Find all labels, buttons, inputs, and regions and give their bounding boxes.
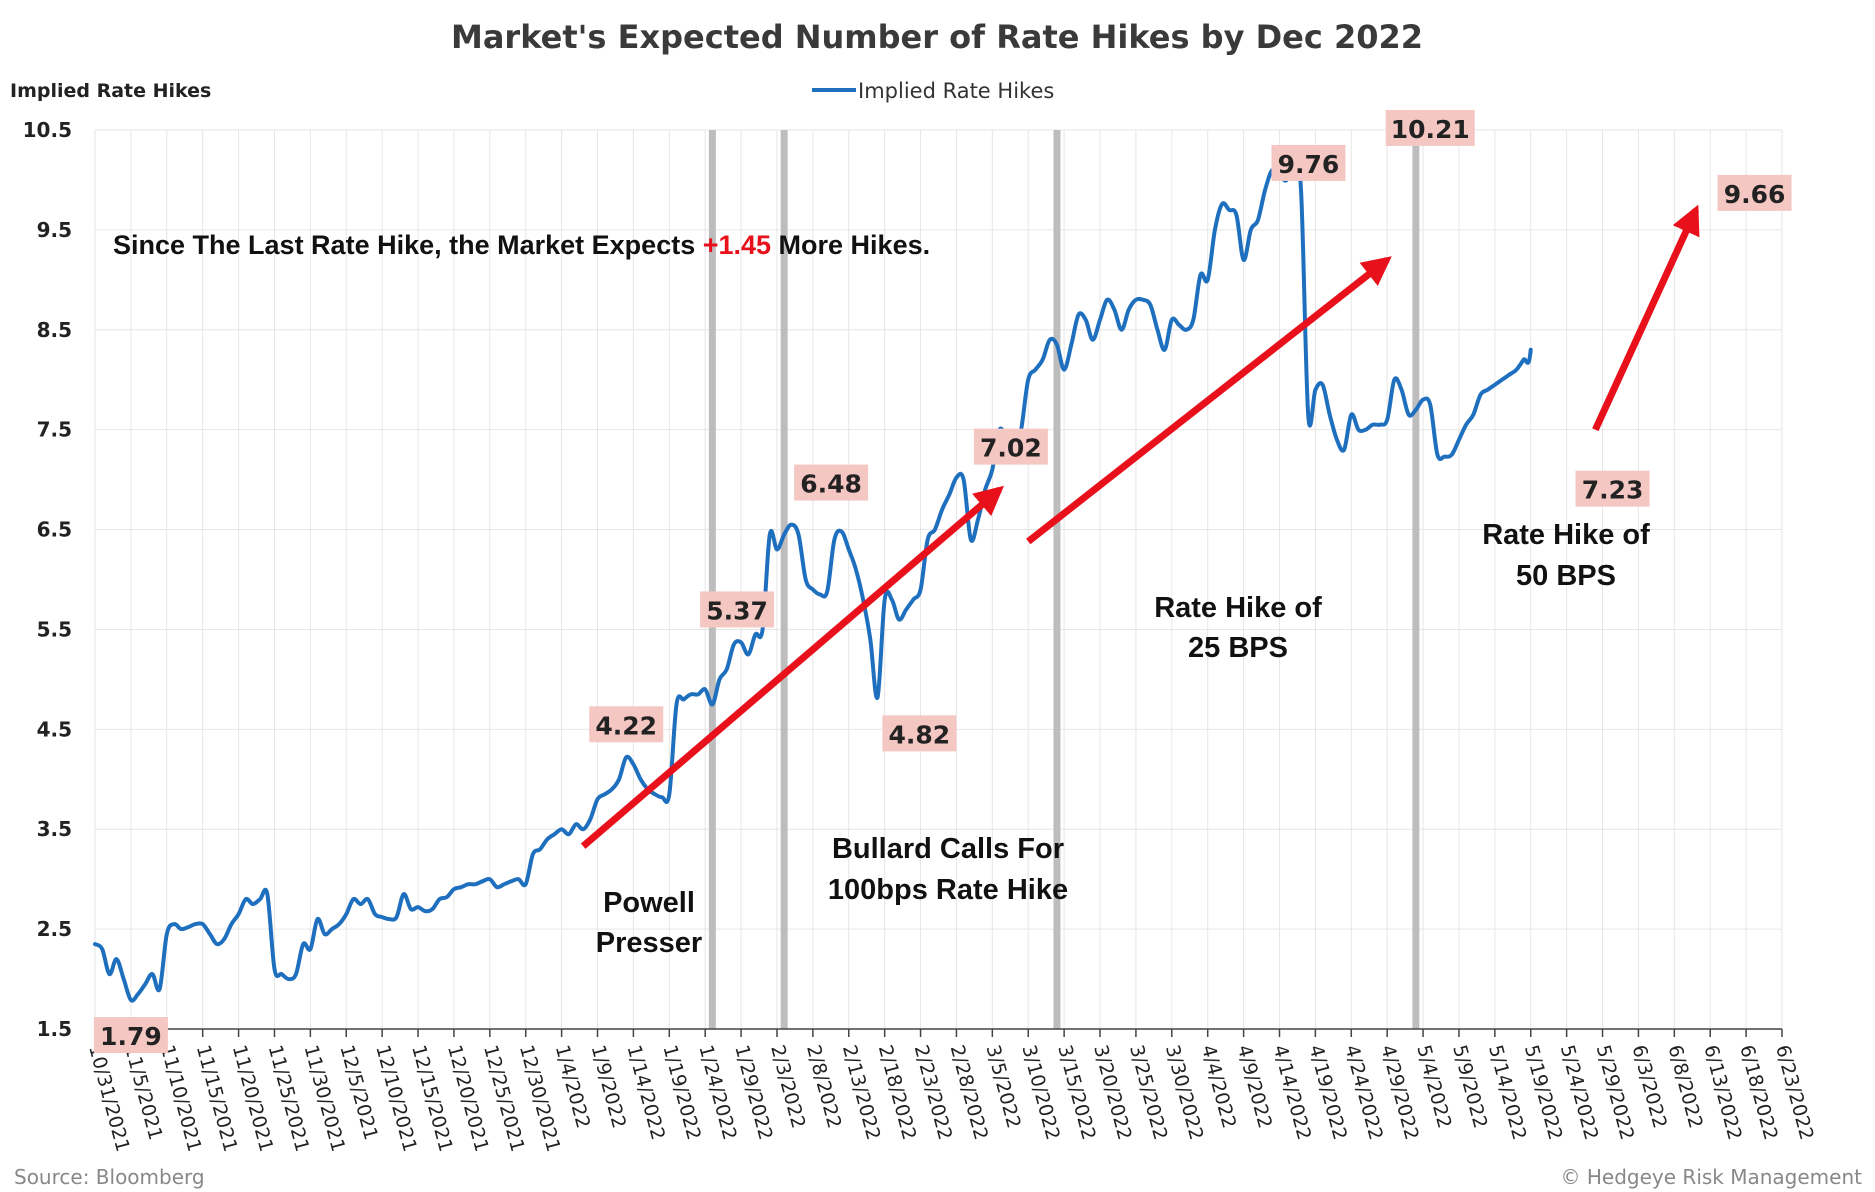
point-label: 4.22	[589, 706, 664, 743]
point-label-bg	[1575, 470, 1650, 507]
trend-arrows	[580, 204, 1700, 849]
point-label-bg	[882, 715, 957, 752]
point-label-text: 4.22	[595, 711, 657, 740]
y-tick-label: 10.5	[23, 118, 72, 142]
event-lines	[708, 130, 1420, 1029]
annotation-hike25-line1: Rate Hike of	[1154, 592, 1322, 624]
point-label-text: 1.79	[100, 1022, 162, 1051]
x-tick-label: 5/9/2022	[1448, 1043, 1491, 1131]
y-tick-label: 9.5	[37, 218, 72, 242]
point-label-text: 7.23	[1582, 476, 1644, 505]
x-tick-label: 6/3/2022	[1628, 1043, 1671, 1131]
point-label: 4.82	[882, 715, 957, 752]
x-tick-label: 1/4/2022	[551, 1043, 594, 1131]
source-note: Source: Bloomberg	[14, 1165, 205, 1189]
point-label-bg	[1385, 109, 1475, 146]
point-label-text: 5.37	[706, 596, 768, 625]
y-tick-label: 8.5	[37, 318, 72, 342]
annotation-hike50-line2: 50 BPS	[1516, 560, 1616, 592]
y-tick-label: 6.5	[37, 518, 72, 542]
y-tick-label: 3.5	[37, 817, 72, 841]
headline-value: +1.45	[703, 230, 771, 260]
annotation-bullard-line2: 100bps Rate Hike	[828, 874, 1068, 906]
headline-text-pre: Since The Last Rate Hike, the Market Exp…	[113, 230, 703, 260]
point-label-bg	[589, 706, 664, 743]
point-label-text: 9.76	[1278, 150, 1340, 179]
annotation-hike25-line2: 25 BPS	[1188, 632, 1288, 664]
x-tick-label: 4/9/2022	[1233, 1043, 1276, 1131]
trend-arrow	[580, 485, 1004, 849]
y-axis-ticks: 1.5 2.5 3.5 4.5 5.5 6.5 7.5 8.5 9.5 10.5	[23, 118, 72, 1041]
credit-note: © Hedgeye Risk Management	[1561, 1165, 1863, 1189]
point-label-text: 4.82	[889, 720, 951, 749]
point-label-text: 7.02	[980, 434, 1042, 463]
point-label: 6.48	[794, 464, 869, 501]
point-label-bg	[794, 464, 869, 501]
point-label-text: 9.66	[1724, 180, 1786, 209]
point-label-bg	[700, 591, 775, 628]
y-tick-label: 2.5	[37, 917, 72, 941]
point-label-text: 10.21	[1391, 115, 1470, 144]
annotation-powell-line1: Powell	[603, 887, 695, 919]
annotation-hike50-line1: Rate Hike of	[1482, 519, 1650, 551]
annotation-bullard-line1: Bullard Calls For	[832, 833, 1064, 865]
legend: Implied Rate Hikes	[812, 79, 1054, 103]
headline-annotation: Since The Last Rate Hike, the Market Exp…	[113, 230, 930, 260]
y-axis-label: Implied Rate Hikes	[10, 80, 211, 102]
annotation-powell-line2: Presser	[596, 927, 702, 959]
x-tick-label: 3/5/2022	[982, 1043, 1025, 1131]
x-tick-label: 2/3/2022	[766, 1043, 809, 1131]
headline-text-post: More Hikes.	[771, 230, 930, 260]
chart-title: Market's Expected Number of Rate Hikes b…	[451, 18, 1423, 56]
y-tick-label: 5.5	[37, 617, 72, 641]
point-label-text: 6.48	[800, 470, 862, 499]
point-label-bg	[93, 1017, 168, 1054]
trend-arrow	[1592, 204, 1700, 432]
y-tick-label: 7.5	[37, 418, 72, 442]
x-tick-label: 2/8/2022	[802, 1043, 845, 1131]
point-label-bg	[1717, 174, 1792, 211]
y-tick-label: 4.5	[37, 717, 72, 741]
trend-arrow	[1026, 256, 1392, 545]
x-tick-label: 1/9/2022	[587, 1043, 630, 1131]
x-tick-label: 5/4/2022	[1412, 1043, 1455, 1131]
point-label: 5.37	[700, 591, 775, 628]
x-tick-label: 4/4/2022	[1197, 1043, 1240, 1131]
point-label-bg	[973, 428, 1048, 465]
point-label: 1.79	[93, 1017, 168, 1054]
point-label: 7.02	[973, 428, 1048, 465]
y-tick-label: 1.5	[37, 1017, 72, 1041]
point-label: 9.76	[1271, 144, 1346, 181]
x-axis-ticks: 10/31/202111/5/202111/10/202111/15/20211…	[84, 1029, 1818, 1154]
point-label: 9.66	[1717, 174, 1792, 211]
point-label-bg	[1271, 144, 1346, 181]
legend-label: Implied Rate Hikes	[858, 79, 1054, 103]
point-labels: 1.79 4.22 5.37 6.48 4.82 7.02 9.76 10.21 7.23 9.6…	[93, 109, 1792, 1054]
x-tick-label: 6/8/2022	[1663, 1043, 1706, 1131]
point-label: 10.21	[1385, 109, 1475, 146]
point-label: 7.23	[1575, 470, 1650, 507]
